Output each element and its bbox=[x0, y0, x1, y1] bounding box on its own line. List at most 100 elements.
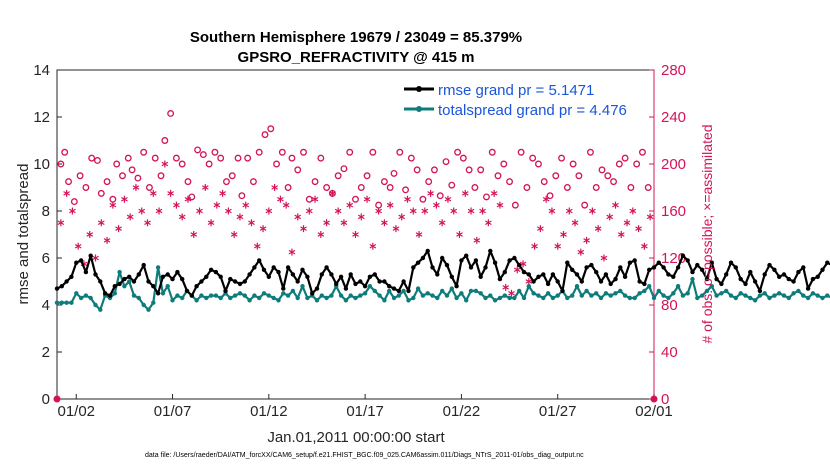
rmse-point bbox=[560, 288, 565, 294]
obs-assimilated-point bbox=[577, 248, 585, 256]
y2-tick-label: 240 bbox=[661, 109, 686, 126]
totalspread-point bbox=[772, 293, 777, 298]
totalspread-point bbox=[430, 293, 435, 298]
totalspread-point bbox=[468, 288, 474, 294]
obs-possible-point bbox=[65, 178, 73, 186]
totalspread-point bbox=[762, 291, 767, 296]
totalspread-point bbox=[531, 291, 536, 296]
rmse-point bbox=[656, 260, 661, 265]
totalspread-point bbox=[584, 288, 589, 294]
rmse-point bbox=[449, 274, 454, 279]
obs-assimilated-point bbox=[369, 242, 377, 250]
totalspread-point bbox=[473, 288, 479, 294]
totalspread-point bbox=[781, 293, 787, 298]
obs-possible-point bbox=[305, 195, 313, 203]
rmse-point bbox=[180, 276, 185, 282]
obs-assimilated-point bbox=[629, 207, 637, 215]
obs-possible-point bbox=[88, 154, 96, 162]
obs-possible-point bbox=[128, 166, 136, 174]
totalspread-point bbox=[675, 284, 681, 289]
rmse-point bbox=[247, 272, 252, 277]
totalspread-point bbox=[738, 291, 743, 296]
rmse-point bbox=[295, 279, 300, 284]
obs-assimilated-point bbox=[69, 207, 76, 215]
obs-possible-point bbox=[517, 148, 525, 156]
rmse-point bbox=[425, 248, 430, 254]
rmse-point bbox=[343, 286, 349, 291]
totalspread-point bbox=[613, 291, 618, 296]
rmse-point bbox=[257, 258, 262, 263]
obs-assimilated-point bbox=[265, 207, 273, 215]
totalspread-point bbox=[752, 298, 758, 303]
obs-possible-point bbox=[140, 148, 148, 156]
obs-assimilated-point bbox=[560, 231, 567, 238]
totalspread-point bbox=[74, 291, 79, 296]
rmse-point bbox=[724, 272, 729, 277]
totalspread-point bbox=[555, 293, 560, 298]
rmse-point bbox=[594, 269, 599, 275]
rmse-point bbox=[430, 265, 435, 270]
y-tick-label: 0 bbox=[42, 391, 50, 408]
obs-assimilated-point bbox=[479, 207, 486, 215]
x-tick-label: 01/12 bbox=[250, 403, 288, 420]
rmse-point bbox=[454, 284, 459, 289]
rmse-point bbox=[608, 281, 613, 287]
obs-assimilated-point bbox=[346, 201, 354, 209]
totalspread-point bbox=[680, 293, 686, 298]
obs-possible-point bbox=[273, 160, 280, 168]
obs-assimilated-point bbox=[357, 213, 365, 221]
totalspread-point bbox=[160, 291, 166, 296]
totalspread-point bbox=[728, 293, 734, 298]
rmse-point bbox=[728, 260, 734, 265]
left-y-ticks: 0 2 4 6 8 10 12 14 bbox=[33, 62, 62, 408]
totalspread-point bbox=[141, 302, 146, 308]
legend-spread-marker bbox=[416, 106, 422, 112]
x-tick-label: 01/27 bbox=[539, 403, 577, 420]
obs-possible-point bbox=[267, 125, 275, 133]
rmse-point bbox=[64, 279, 69, 284]
obs-assimilated-point bbox=[438, 219, 446, 227]
rmse-point bbox=[199, 279, 204, 284]
rmse-point bbox=[93, 272, 98, 277]
rmse-point bbox=[117, 281, 122, 287]
obs-possible-point bbox=[396, 148, 404, 156]
obs-possible-point bbox=[621, 154, 629, 162]
y-tick-label: 10 bbox=[33, 156, 50, 173]
obs-possible-point bbox=[124, 154, 132, 162]
totalspread-point bbox=[507, 295, 512, 301]
obs-assimilated-point bbox=[525, 278, 533, 285]
rmse-point bbox=[88, 253, 93, 258]
totalspread-point bbox=[579, 293, 584, 298]
totalspread-point bbox=[117, 269, 122, 275]
totalspread-point bbox=[338, 293, 344, 298]
rmse-point bbox=[194, 284, 199, 289]
rmse-point bbox=[531, 279, 536, 284]
totalspread-point bbox=[815, 293, 820, 298]
obs-assimilated-point bbox=[444, 195, 452, 203]
totalspread-point bbox=[699, 293, 705, 298]
obs-assimilated-point bbox=[173, 201, 180, 209]
totalspread-point bbox=[796, 288, 801, 294]
totalspread-point bbox=[603, 291, 609, 296]
x-tick-label: 01/17 bbox=[346, 403, 384, 420]
rmse-point bbox=[492, 260, 498, 265]
rmse-point bbox=[598, 279, 604, 284]
obs-possible-point bbox=[454, 148, 462, 156]
rmse-point bbox=[497, 276, 503, 282]
obs-possible-point bbox=[413, 166, 421, 174]
totalspread-point bbox=[199, 293, 204, 298]
rmse-point bbox=[801, 265, 806, 270]
obs-assimilated-point bbox=[600, 254, 608, 262]
obs-possible-point bbox=[546, 192, 554, 200]
rmse-point bbox=[155, 291, 161, 296]
obs-assimilated-point bbox=[155, 207, 163, 215]
rmse-point bbox=[815, 274, 820, 279]
totalspread-point bbox=[767, 295, 772, 301]
rmse-point bbox=[680, 253, 686, 258]
rmse-point bbox=[820, 267, 825, 272]
obs-possible-point bbox=[494, 172, 502, 180]
rmse-point bbox=[146, 279, 151, 284]
obs-possible-point bbox=[109, 195, 117, 203]
rmse-point bbox=[651, 265, 657, 270]
